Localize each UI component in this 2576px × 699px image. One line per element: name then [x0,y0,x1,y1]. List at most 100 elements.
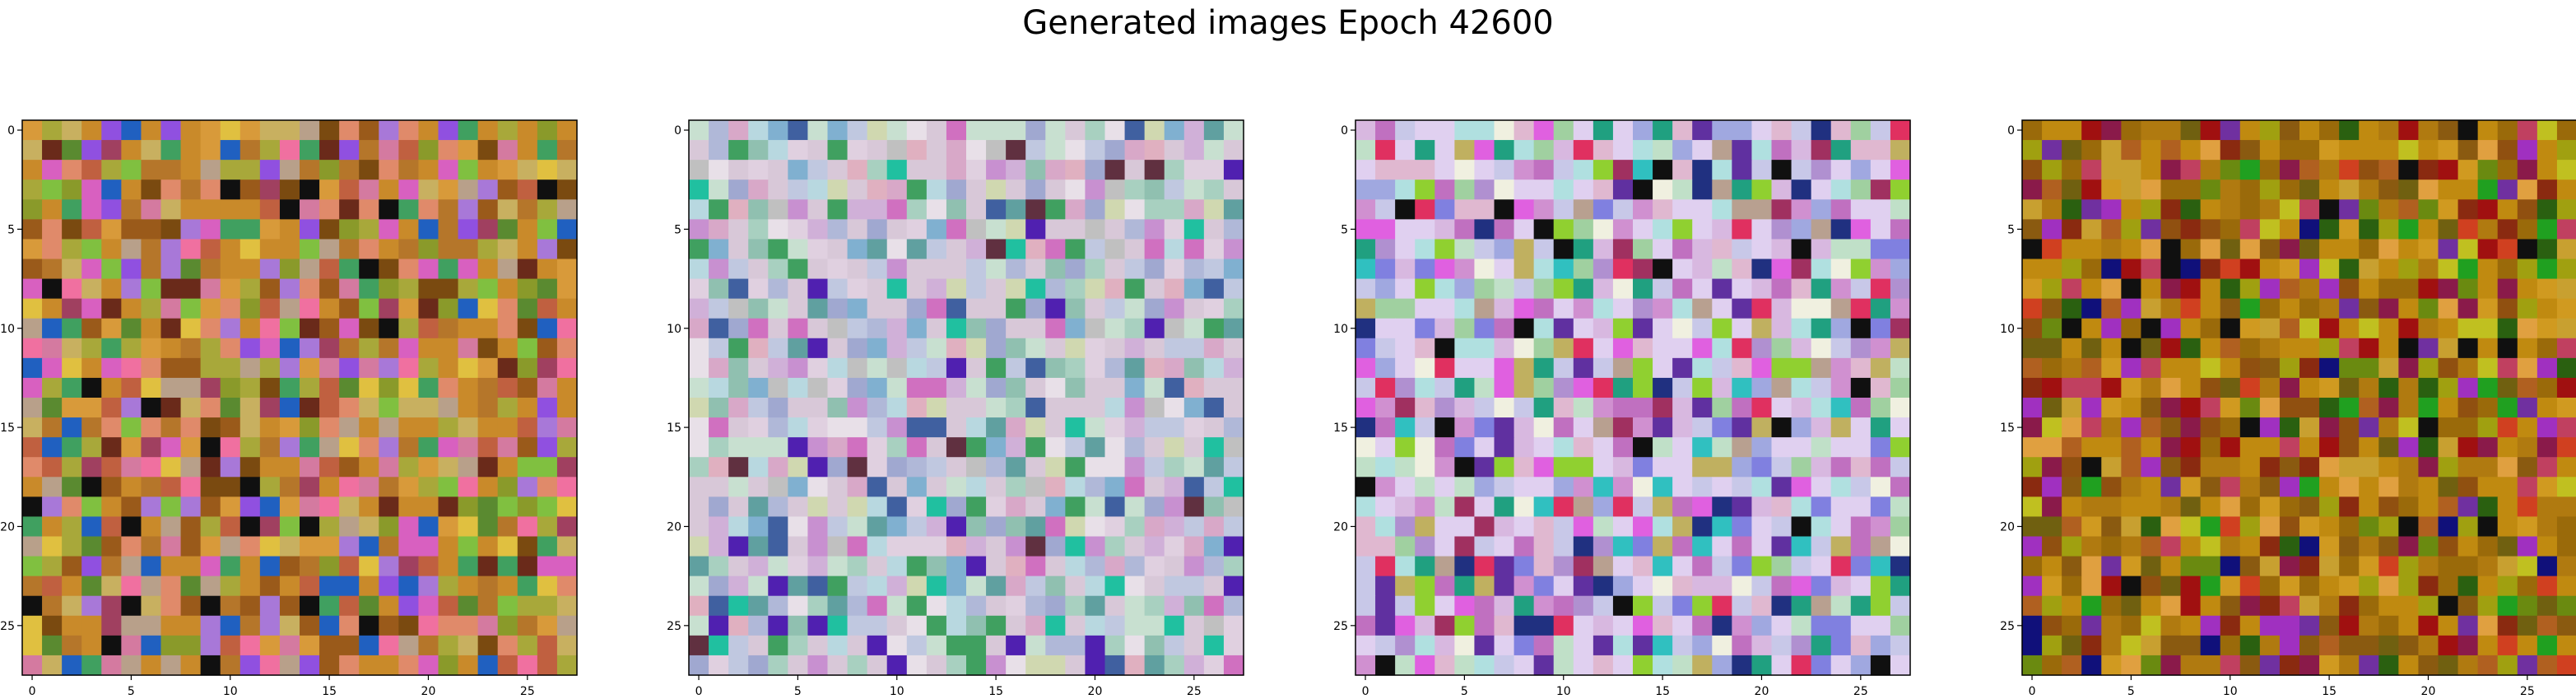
pixel-cell [2299,655,2320,676]
pixel-cell [200,417,221,438]
pixel-cell [81,398,102,418]
pixel-cell [1355,199,1376,220]
pixel-cell [279,556,300,577]
pixel-cell [2022,635,2043,656]
pixel-cell [1045,179,1066,200]
pixel-cell [2200,199,2221,220]
pixel-cell [141,595,162,617]
pixel-cell [1771,120,1793,141]
pixel-cell [1025,477,1046,497]
pixel-cell [847,576,868,597]
pixel-cell [2239,437,2261,458]
pixel-cell [537,576,558,597]
pixel-cell [1006,120,1026,141]
pixel-cell [788,516,809,538]
pixel-cell [141,556,162,577]
pixel-cell [867,417,888,438]
pixel-cell [2279,338,2300,359]
pixel-cell [1415,140,1435,161]
pixel-cell [22,457,43,478]
pixel-cell [359,576,379,597]
pixel-cell [2536,377,2558,398]
pixel-cell [2398,179,2420,200]
pixel-cell [847,357,868,379]
pixel-cell [2378,219,2399,240]
pixel-cell [418,477,439,497]
pixel-cell [2200,655,2221,676]
pixel-cell [2556,298,2576,319]
pixel-cell [2121,477,2142,497]
pixel-cell [867,219,888,240]
pixel-cell [418,576,439,597]
pixel-cell [2339,536,2360,557]
pixel-cell [517,219,538,240]
pixel-cell [121,199,142,220]
pixel-cell [986,655,1007,676]
pixel-cell [2081,457,2102,478]
pixel-cell [556,239,578,260]
pixel-cell [728,496,749,518]
pixel-cell [418,417,439,438]
pixel-cell [2359,278,2379,300]
pixel-cell [1434,179,1455,200]
pixel-cell [180,576,202,597]
pixel-cell [220,655,241,676]
pixel-cell [2556,377,2576,398]
pixel-cell [2200,437,2221,458]
pixel-cell [1164,298,1185,319]
pixel-cell [1514,179,1535,200]
pixel-cell [986,398,1007,418]
pixel-cell [2022,655,2043,676]
pixel-cell [200,318,221,339]
pixel-cell [42,377,63,398]
pixel-cell [22,120,43,141]
pixel-cell [1124,219,1146,240]
pixel-cell [926,199,947,220]
pixel-cell [1203,259,1225,280]
pixel-cell [339,377,360,398]
pixel-cell [1006,357,1026,379]
pixel-cell [279,595,300,617]
pixel-cell [62,120,82,141]
pixel-cell [867,496,888,518]
pixel-cell [2180,259,2202,280]
pixel-cell [239,417,261,438]
pixel-cell [1065,556,1086,577]
pixel-cell [438,298,459,319]
pixel-cell [788,457,809,478]
pixel-cell [986,437,1007,458]
pixel-cell [827,615,849,636]
pixel-cell [458,140,479,161]
pixel-cell [2457,398,2479,418]
pixel-cell [2319,179,2340,200]
pixel-cell [379,140,399,161]
pixel-cell [2121,318,2142,339]
pixel-cell [1045,437,1066,458]
pixel-cell [1223,477,1244,497]
pixel-cell [200,338,221,359]
pixel-cell [2239,635,2261,656]
pixel-cell [886,496,908,518]
pixel-cell [1850,179,1872,200]
pixel-cell [2418,259,2439,280]
pixel-cell [788,338,809,359]
pixel-cell [2536,219,2558,240]
pixel-cell [1025,437,1046,458]
pixel-cell [180,635,202,656]
pixel-cell [2042,477,2062,497]
pixel-cell [279,239,300,260]
pixel-cell [2279,496,2300,518]
pixel-cell [2160,318,2182,339]
pixel-cell [986,357,1007,379]
pixel-cell [1124,120,1146,141]
pixel-cell [239,516,261,538]
pixel-cell [1573,120,1594,141]
pixel-cell [1203,595,1225,617]
pixel-cell [398,516,420,538]
pixel-cell [220,576,241,597]
pixel-cell [2378,398,2399,418]
pixel-cell [2457,199,2479,220]
pixel-cell [2339,457,2360,478]
pixel-cell [2457,278,2479,300]
pixel-cell [160,655,182,676]
